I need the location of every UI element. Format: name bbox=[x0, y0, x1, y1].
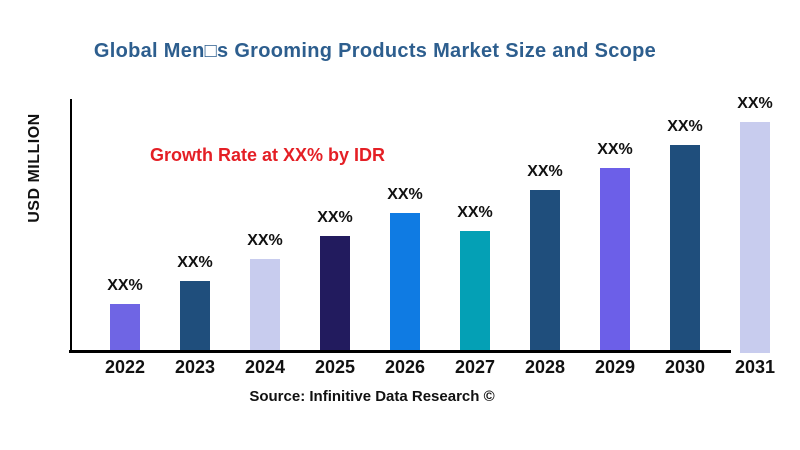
bar-2030 bbox=[670, 145, 700, 353]
bar-value-label-2029: XX% bbox=[597, 141, 633, 158]
bar-value-label-2024: XX% bbox=[247, 232, 283, 249]
bar-value-label-2027: XX% bbox=[457, 204, 493, 221]
source-footer: Source: Infinitive Data Research © bbox=[249, 388, 495, 405]
bar-value-label-2022: XX% bbox=[107, 277, 143, 294]
x-tick-label-2028: 2028 bbox=[524, 357, 566, 377]
x-tick-label-2023: 2023 bbox=[174, 357, 216, 377]
x-tick-label-2030: 2030 bbox=[664, 357, 706, 377]
x-tick-label-2027: 2027 bbox=[454, 357, 496, 377]
bar-value-label-2028: XX% bbox=[527, 163, 563, 180]
bar-2025 bbox=[320, 236, 350, 353]
x-tick-label-2029: 2029 bbox=[594, 357, 636, 377]
x-tick-label-2031: 2031 bbox=[734, 357, 776, 377]
bar-2031 bbox=[740, 122, 770, 353]
x-tick-label-2022: 2022 bbox=[104, 357, 146, 377]
x-axis-line bbox=[69, 350, 731, 353]
bar-2029 bbox=[600, 168, 630, 353]
growth-rate-annotation: Growth Rate at XX% by IDR bbox=[150, 145, 386, 165]
bar-2022 bbox=[110, 304, 140, 353]
x-tick-label-2024: 2024 bbox=[244, 357, 286, 377]
x-tick-label-2026: 2026 bbox=[384, 357, 426, 377]
chart-title: Global Men□s Grooming Products Market Si… bbox=[93, 40, 657, 62]
x-tick-label-2025: 2025 bbox=[314, 357, 356, 377]
bar-value-label-2023: XX% bbox=[177, 254, 213, 271]
bar-value-label-2025: XX% bbox=[317, 209, 353, 226]
y-axis-line bbox=[70, 99, 72, 352]
bar-2026 bbox=[390, 213, 420, 353]
bar-2024 bbox=[250, 259, 280, 353]
bar-2028 bbox=[530, 190, 560, 353]
bar-value-label-2031: XX% bbox=[737, 95, 773, 112]
bar-value-label-2026: XX% bbox=[387, 186, 423, 203]
y-axis-label: USD MILLION bbox=[26, 113, 43, 223]
bar-2023 bbox=[180, 281, 210, 353]
bar-value-label-2030: XX% bbox=[667, 118, 703, 135]
bar-2027 bbox=[460, 231, 490, 353]
